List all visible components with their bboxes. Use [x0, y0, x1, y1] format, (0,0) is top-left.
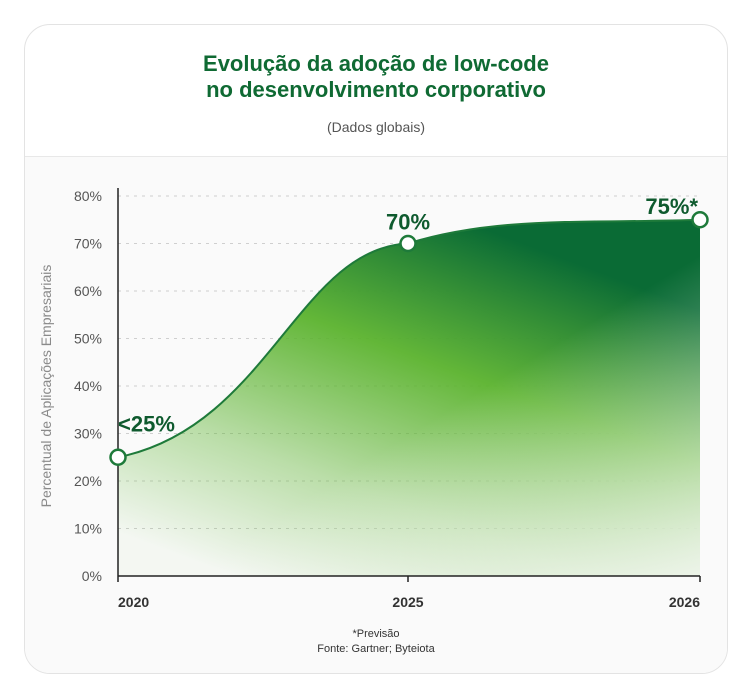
chart-title: Evolução da adoção de low-code no desenv… [25, 51, 727, 103]
chart-title-line-1: Evolução da adoção de low-code [203, 51, 549, 76]
y-tick-label: 40% [74, 378, 102, 394]
data-label: 75%* [645, 194, 698, 219]
y-tick-label: 10% [74, 521, 102, 537]
data-point [691, 211, 709, 229]
y-tick-label: 20% [74, 473, 102, 489]
x-tick-label: 2020 [118, 594, 149, 610]
x-tick-label: 2025 [392, 594, 423, 610]
forecast-note: *Previsão [352, 628, 400, 640]
chart-title-line-2: no desenvolvimento corporativo [206, 77, 546, 102]
y-tick-label: 60% [74, 283, 102, 299]
y-tick-label: 70% [74, 236, 102, 252]
series-line [117, 218, 701, 459]
data-point [399, 234, 417, 253]
y-tick-label: 30% [74, 426, 102, 442]
chart-subtitle: (Dados globais) [326, 119, 426, 135]
source-note: Fonte: Gartner; Byteiota [317, 643, 435, 655]
area-chart: 0% 10% 20% 30% 40% 50% 60% 70% 80% 2020 2025 2026 Pe… [38, 188, 709, 610]
y-tick-label: 50% [74, 331, 102, 347]
data-point [109, 448, 127, 466]
chart-card: Evolução da adoção de low-code no desenv… [24, 24, 728, 674]
y-tick-label: 80% [74, 188, 102, 204]
series-area-fade [118, 219, 700, 576]
x-tick-label: 2026 [669, 594, 700, 610]
y-tick-label: 0% [82, 568, 102, 584]
data-label: 70% [386, 210, 430, 235]
y-axis-label: Percentual de Aplicações Empresariais [38, 265, 54, 508]
chart-header: Evolução da adoção de low-code no desenv… [25, 25, 727, 157]
data-label: <25% [118, 411, 175, 436]
